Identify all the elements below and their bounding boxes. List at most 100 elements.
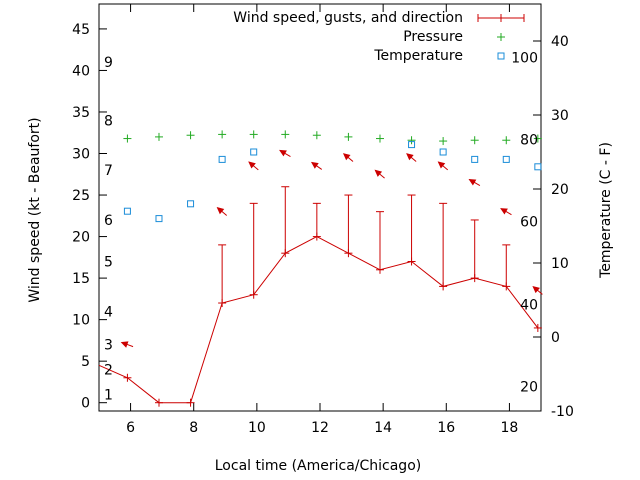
wind-direction-arrow	[532, 285, 543, 295]
wind-point	[249, 290, 258, 299]
legend-temperature-point	[497, 52, 505, 60]
arrow-head	[468, 179, 477, 186]
wind-speed-line	[98, 236, 541, 404]
y-axis-label: Wind speed (kt - Beaufort)	[27, 117, 43, 302]
arrow-head	[437, 161, 446, 169]
y2-tick-label: 10	[551, 256, 569, 272]
beaufort-label: 3	[104, 338, 113, 354]
wind-direction-arrow	[468, 179, 481, 187]
axis-ticks	[99, 4, 541, 412]
y-tick-label: 20	[72, 230, 90, 246]
wind-point	[502, 282, 511, 291]
pressure-point	[533, 134, 542, 143]
pressure-point	[154, 132, 163, 141]
arrow-head	[248, 161, 256, 169]
wind-direction-arrow	[279, 149, 291, 157]
y2-axis-label: Temperature (C - F)	[598, 142, 614, 279]
fahrenheit-label: 80	[520, 132, 538, 148]
y-tick-label: 45	[72, 22, 90, 38]
y-tick-label: 40	[72, 63, 90, 79]
y-tick-label: 0	[81, 396, 90, 412]
fahrenheit-label: 100	[511, 50, 538, 66]
y2-tick-label: 20	[551, 182, 569, 198]
x-tick-label: 8	[189, 420, 198, 436]
arrow-head	[374, 169, 383, 177]
wind-direction-arrow	[406, 153, 417, 162]
legend-label: Temperature	[373, 48, 463, 64]
y-tick-label: 35	[72, 105, 90, 121]
pressure-point	[186, 131, 195, 140]
series-layer	[98, 14, 543, 407]
wind-point	[218, 299, 227, 308]
temperature-point	[123, 207, 131, 215]
y2-tick-label: 0	[551, 330, 560, 346]
wind-point	[154, 398, 163, 407]
temperature-point	[534, 163, 542, 171]
beaufort-label: 6	[104, 213, 113, 229]
arrow-head	[310, 161, 319, 169]
x-tick-label: 14	[374, 420, 392, 436]
pressure-point	[407, 136, 416, 145]
beaufort-label: 9	[104, 55, 113, 71]
wind-point	[439, 282, 448, 291]
wind-point	[375, 265, 384, 274]
temperature-point	[471, 155, 479, 163]
wind-direction-arrow	[120, 341, 134, 348]
beaufort-label: 4	[104, 304, 113, 320]
legend: Wind speed, gusts, and direction Pressure…	[233, 10, 525, 64]
pressure-point	[312, 131, 321, 140]
arrow-head	[406, 153, 414, 161]
beaufort-label: 5	[104, 254, 113, 270]
fahrenheit-label: 20	[520, 380, 538, 396]
y-tick-label: 15	[72, 271, 90, 287]
pressure-point	[281, 130, 290, 139]
wind-direction-arrow	[342, 153, 354, 162]
temperature-point	[408, 141, 416, 149]
legend-label: Wind speed, gusts, and direction	[233, 10, 463, 26]
legend-label: Pressure	[403, 29, 463, 45]
x-tick-label: 16	[437, 420, 455, 436]
arrow-head	[342, 153, 351, 161]
wind-direction-arrow	[374, 169, 385, 179]
wind-direction-arrow	[216, 207, 228, 216]
wind-direction-arrow	[248, 161, 259, 171]
tick-labels: 6 8 10 12 14 16 18051015202530354045-100102030…	[72, 22, 574, 436]
temperature-point	[187, 200, 195, 208]
beaufort-label: 1	[104, 387, 113, 403]
wind-point	[344, 249, 353, 258]
wind-direction-arrow	[437, 161, 449, 171]
y-tick-label: 5	[81, 354, 90, 370]
pressure-point	[502, 136, 511, 145]
arrow-head	[120, 341, 129, 348]
x-tick-label: 10	[248, 420, 266, 436]
fahrenheit-label: 40	[520, 297, 538, 313]
pressure-point	[249, 130, 258, 139]
plot-frame	[98, 3, 542, 412]
wind-point	[407, 257, 416, 266]
arrow-head	[532, 285, 540, 294]
temperature-point	[439, 148, 447, 156]
y-tick-label: 30	[72, 147, 90, 163]
wind-point	[470, 274, 479, 283]
arrow-head	[500, 208, 508, 215]
temperature-point	[218, 155, 226, 163]
pressure-point	[123, 134, 132, 143]
beaufort-label: 7	[104, 163, 113, 179]
x-tick-label: 6	[126, 420, 135, 436]
pressure-point	[218, 130, 227, 139]
x-tick-label: 12	[311, 420, 329, 436]
pressure-point	[470, 136, 479, 145]
wind-point	[533, 323, 542, 332]
x-axis-label: Local time (America/Chicago)	[215, 458, 421, 474]
wind-direction-arrow	[500, 208, 512, 216]
y-tick-label: 25	[72, 188, 90, 204]
wind-point	[123, 373, 132, 382]
beaufort-label: 8	[104, 113, 113, 129]
temperature-point	[155, 215, 163, 223]
y2-tick-label: 30	[551, 108, 569, 124]
x-tick-label: 18	[501, 420, 519, 436]
arrow-head	[216, 207, 225, 215]
wind-point	[281, 249, 290, 258]
y2-tick-label: 40	[551, 34, 569, 50]
